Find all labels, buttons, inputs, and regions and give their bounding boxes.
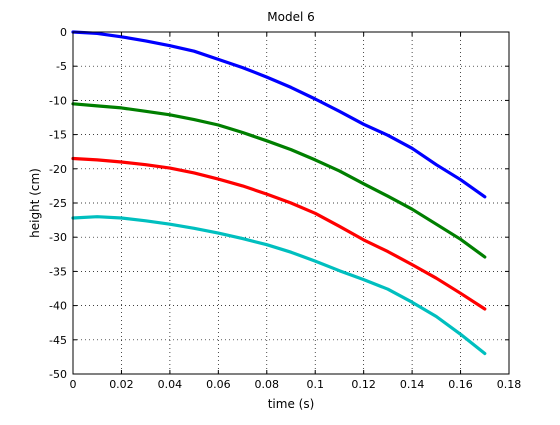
x-tick-labels: 0 0.02 0.04 0.06 0.08 0.1 0.12 0.14 0.16 0.18 xyxy=(70,378,522,391)
y-tick-label: -15 xyxy=(49,129,67,142)
y-axis-label: height (cm) xyxy=(28,168,42,238)
y-tick-label: -20 xyxy=(49,163,67,176)
series-lines xyxy=(71,30,487,356)
x-tick-label: 0.04 xyxy=(158,378,183,391)
y-tick-label: -45 xyxy=(49,334,67,347)
y-tick-label: -30 xyxy=(49,231,67,244)
x-tick-label: 0.06 xyxy=(206,378,231,391)
x-tick-label: 0.08 xyxy=(255,378,280,391)
x-tick-label: 0.14 xyxy=(400,378,425,391)
y-tick-label: -10 xyxy=(49,94,67,107)
x-axis-label: time (s) xyxy=(268,397,315,411)
chart-title: Model 6 xyxy=(267,10,314,24)
grid xyxy=(73,32,509,374)
x-tick-label: 0 xyxy=(70,378,77,391)
series-line-1 xyxy=(71,30,487,199)
y-tick-label: 0 xyxy=(60,26,67,39)
series-line-3 xyxy=(71,156,487,311)
y-tick-label: -5 xyxy=(56,60,67,73)
tick-marks xyxy=(72,31,510,375)
x-tick-label: 0.1 xyxy=(306,378,324,391)
series-line-2 xyxy=(71,102,487,259)
y-tick-label: -40 xyxy=(49,300,67,313)
y-tick-label: -50 xyxy=(49,368,67,381)
series-line-4 xyxy=(71,215,487,356)
x-tick-label: 0.12 xyxy=(351,378,376,391)
y-tick-label: -35 xyxy=(49,265,67,278)
y-tick-label: -25 xyxy=(49,197,67,210)
y-tick-labels: 0 -5 -10 -15 -20 -25 -30 -35 -40 -45 -50 xyxy=(49,26,67,381)
x-tick-label: 0.18 xyxy=(497,378,522,391)
x-tick-label: 0.16 xyxy=(448,378,473,391)
x-tick-label: 0.02 xyxy=(109,378,134,391)
